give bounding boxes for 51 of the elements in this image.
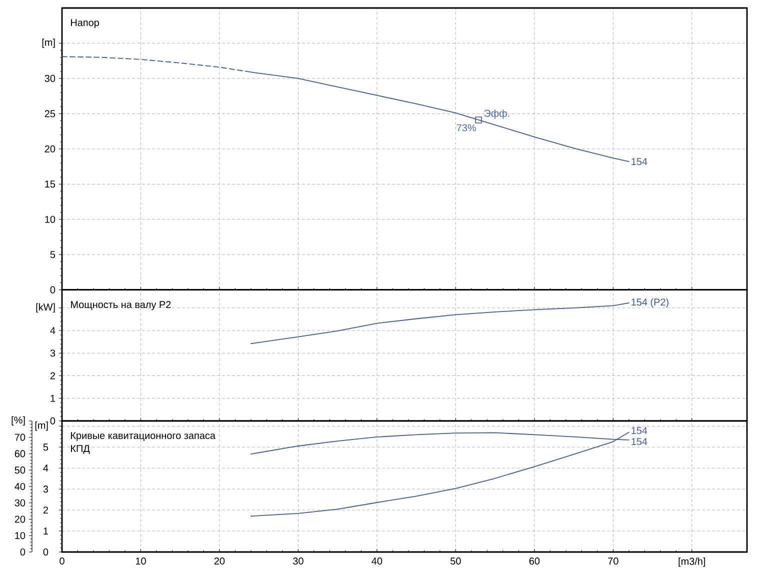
line-series	[250, 432, 630, 517]
y2-tick-label: 20	[14, 516, 26, 523]
y2-tick-label: 30	[14, 499, 26, 506]
y-tick-label: 5	[50, 251, 56, 258]
y-tick-label: [m]	[35, 422, 48, 431]
y2-tick-label: 50	[14, 466, 26, 474]
y-tick-label: 2	[50, 372, 55, 380]
y-tick-label: [m]	[42, 38, 55, 48]
y-tick-label: 0	[43, 548, 48, 556]
y-tick-label: 5	[43, 444, 48, 451]
y-tick-label: 0	[50, 286, 56, 294]
x-tick-label: 60	[529, 558, 540, 565]
x-tick-label: 10	[136, 558, 146, 565]
text: Напор	[71, 19, 99, 28]
y-tick-label: 4	[43, 464, 48, 472]
y2-tick-label: 70	[14, 434, 26, 441]
line-series	[250, 302, 630, 344]
x-tick-label: 20	[214, 558, 225, 565]
y-tick-label: [kW]	[36, 303, 55, 313]
x-tick-label: 70	[608, 558, 618, 565]
series-label: 154	[632, 427, 648, 434]
text: Мощность на валу P2	[71, 301, 171, 310]
annotation: Эфф.	[484, 110, 510, 119]
text: Кривые кавитационного запаса	[71, 432, 216, 442]
y-tick-label: 25	[44, 110, 56, 118]
y2-tick-label: 40	[14, 482, 26, 490]
series-label: 154	[632, 158, 648, 166]
y2-tick-label: 60	[14, 450, 26, 458]
x-tick-label: 40	[372, 558, 382, 565]
series-label: 154 (P2)	[632, 298, 668, 308]
y-tick-label: 30	[44, 74, 56, 82]
x-tick-label: 30	[293, 558, 304, 565]
y-tick-label: 10	[45, 216, 56, 223]
y-tick-label: 3	[50, 350, 56, 357]
y-tick-label: 1	[44, 528, 48, 534]
y-tick-label: 3	[43, 486, 48, 493]
annotation: 73%	[456, 124, 476, 132]
y-tick-label: 15	[45, 180, 56, 188]
y-tick-label: 20	[44, 145, 56, 152]
y-tick-label: 1	[50, 394, 55, 402]
x-tick-label: [m3/h]	[678, 558, 706, 567]
y2-tick-label: 0	[20, 548, 26, 556]
y-tick-label: 0	[50, 417, 56, 424]
series-label: 154	[632, 438, 648, 446]
x-tick-label: 50	[450, 558, 461, 565]
y-tick-label: 4	[50, 327, 56, 334]
y-tick-label: 2	[43, 506, 48, 514]
text: КПД	[71, 445, 90, 454]
x-tick-label: 0	[60, 558, 64, 565]
y2-tick-label: [%]	[12, 416, 25, 426]
y2-tick-label: 10	[15, 532, 26, 540]
